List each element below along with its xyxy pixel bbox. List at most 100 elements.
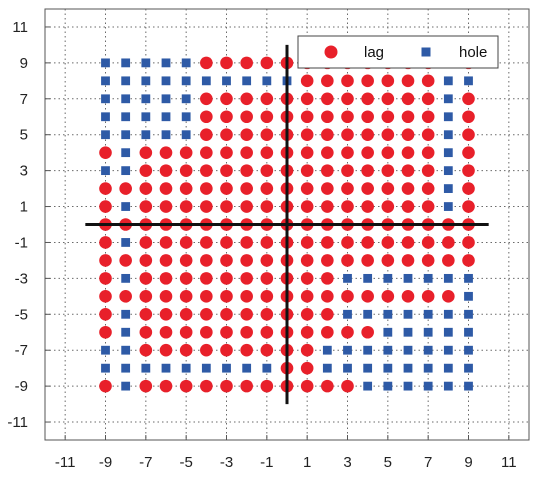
lag-point — [321, 290, 334, 303]
lag-point — [99, 325, 112, 339]
hole-point — [383, 273, 393, 283]
lag-point — [240, 236, 253, 249]
lag-point — [240, 92, 253, 106]
lag-point — [321, 325, 334, 339]
lag-point — [341, 290, 354, 303]
lag-point — [220, 128, 233, 142]
lag-point — [361, 164, 374, 177]
lag-point — [159, 307, 173, 321]
lag-point — [300, 74, 314, 88]
legend-lag-label: lag — [364, 44, 384, 61]
lag-point — [462, 200, 475, 213]
lag-point — [220, 200, 233, 213]
hole-point — [121, 148, 131, 158]
lag-point — [381, 290, 395, 303]
hole-point — [201, 363, 211, 373]
lag-point — [361, 325, 374, 339]
hole-point — [464, 309, 473, 319]
hole-point — [121, 345, 131, 355]
legend-lag-marker — [324, 45, 338, 59]
hole-point — [443, 166, 453, 176]
lag-point — [119, 254, 132, 267]
lag-point — [341, 128, 354, 142]
x-tick-label: 9 — [464, 454, 472, 471]
lag-point — [200, 254, 213, 267]
hole-point — [101, 166, 110, 176]
lag-point — [381, 236, 395, 249]
hole-point — [403, 381, 413, 391]
hole-point — [181, 130, 191, 140]
plot-frame — [44, 8, 530, 441]
hole-point — [403, 345, 413, 355]
lag-point — [220, 343, 233, 357]
lag-point — [179, 236, 193, 249]
hole-point — [121, 76, 131, 86]
hole-point — [363, 309, 373, 319]
lag-point — [361, 200, 374, 213]
hole-point — [242, 76, 252, 86]
lag-point — [321, 200, 334, 213]
hole-point — [423, 327, 433, 337]
lag-point — [139, 325, 153, 339]
lag-point — [179, 146, 193, 159]
lag-point — [159, 236, 173, 249]
hole-point — [161, 112, 171, 122]
lag-point — [99, 272, 112, 285]
lag-point — [381, 146, 395, 159]
lag-point — [200, 182, 213, 195]
lag-point — [341, 254, 354, 267]
lag-point — [321, 272, 334, 285]
hole-point — [262, 363, 272, 373]
lag-point — [381, 254, 395, 267]
y-tick-label: -3 — [15, 270, 28, 287]
lag-point — [200, 110, 213, 124]
lag-point — [200, 200, 213, 213]
lag-point — [179, 164, 193, 177]
lag-point — [341, 92, 354, 106]
lag-point — [139, 272, 153, 285]
lag-point — [321, 182, 334, 195]
hole-point — [121, 363, 131, 373]
lag-point — [220, 290, 233, 303]
lag-point — [300, 325, 314, 339]
lag-point — [462, 128, 475, 142]
lag-point — [260, 379, 274, 393]
lag-point — [220, 236, 233, 249]
lag-point — [300, 236, 314, 249]
lag-point — [300, 254, 314, 267]
hole-point — [383, 363, 393, 373]
hole-point — [383, 327, 393, 337]
x-tick-label: 7 — [424, 454, 432, 471]
hole-point — [403, 273, 413, 283]
lag-point — [240, 110, 253, 124]
lag-point — [421, 290, 435, 303]
lag-point — [139, 343, 153, 357]
lag-point — [381, 200, 395, 213]
x-tick-label: -11 — [55, 454, 76, 471]
lag-point — [462, 182, 475, 195]
hole-point — [101, 112, 110, 122]
hole-point — [464, 381, 473, 391]
lag-point — [200, 146, 213, 159]
lag-point — [99, 254, 112, 267]
lag-point — [220, 272, 233, 285]
hole-point — [464, 345, 473, 355]
y-tick-label: 3 — [20, 163, 28, 180]
hole-point — [343, 273, 352, 283]
lag-point — [260, 290, 274, 303]
lag-point — [321, 146, 334, 159]
lag-point — [462, 164, 475, 177]
lag-point — [99, 182, 112, 195]
y-tick-label: 5 — [20, 127, 28, 144]
lag-point — [442, 254, 455, 267]
lag-point — [260, 236, 274, 249]
hole-point — [322, 345, 332, 355]
lag-point — [179, 272, 193, 285]
lag-point — [401, 236, 415, 249]
lag-point — [401, 254, 415, 267]
hole-point — [383, 381, 393, 391]
lag-point — [159, 182, 173, 195]
lag-point — [179, 343, 193, 357]
hole-point — [443, 130, 453, 140]
lag-point — [240, 307, 253, 321]
